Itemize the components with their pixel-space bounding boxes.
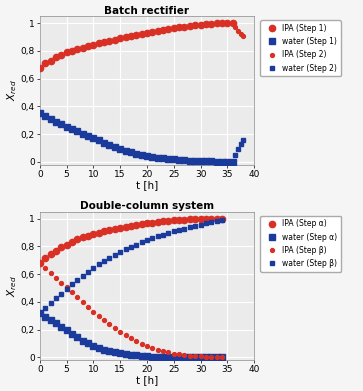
X-axis label: t [h]: t [h] [136, 180, 158, 190]
Title: Batch rectifier: Batch rectifier [105, 5, 189, 16]
Legend: IPA (Step 1), water (Step 1), IPA (Step 2), water (Step 2): IPA (Step 1), water (Step 1), IPA (Step … [260, 20, 341, 76]
Legend: IPA (Step α), water (Step α), IPA (Step β), water (Step β): IPA (Step α), water (Step α), IPA (Step … [260, 216, 341, 272]
Title: Double-column system: Double-column system [80, 201, 214, 211]
Y-axis label: $X_{red}$: $X_{red}$ [5, 80, 19, 101]
Y-axis label: $X_{red}$: $X_{red}$ [5, 275, 19, 297]
X-axis label: t [h]: t [h] [136, 375, 158, 386]
